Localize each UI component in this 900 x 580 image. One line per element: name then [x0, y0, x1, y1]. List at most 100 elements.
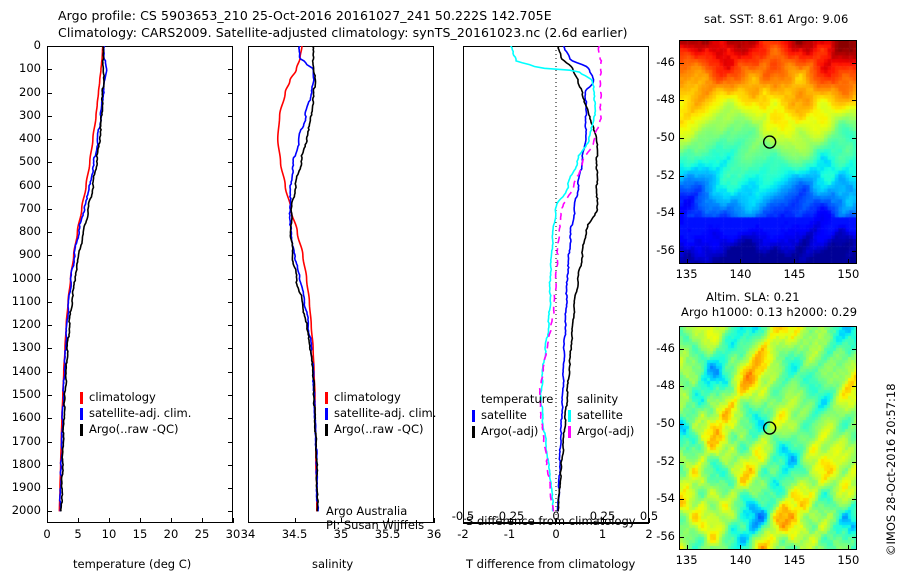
temperature-ytick-mark — [47, 511, 52, 513]
profile-curve — [538, 46, 603, 512]
map-sst-title: sat. SST: 8.61 Argo: 9.06 — [704, 12, 849, 26]
temperature-ytick-mark-right — [228, 115, 233, 117]
xtick-label: 25 — [194, 527, 210, 541]
xtick-mark — [434, 518, 435, 523]
map-xtick-label: 140 — [729, 553, 752, 567]
xtick-mark — [171, 518, 172, 523]
xtick-mark — [109, 518, 110, 523]
temperature-ytick-mark-right — [228, 46, 233, 47]
map-ytick-mark — [679, 62, 684, 64]
map-ytick-label: -56 — [656, 242, 675, 257]
difference-legend-label: satellite — [481, 408, 527, 422]
map-ytick-label: -46 — [656, 340, 675, 355]
temperature-ytick-mark — [47, 46, 52, 47]
map-xtick-mark — [686, 259, 688, 264]
xtick-mark — [341, 518, 342, 523]
temperature-ytick-label: 600 — [19, 177, 41, 192]
temperature-ytick-label: 2000 — [11, 503, 41, 518]
map-ytick-mark — [679, 348, 684, 350]
temperature-ytick-mark — [47, 92, 52, 94]
salinity-axis-label: salinity — [312, 557, 354, 571]
map-ytick-mark-right — [852, 175, 857, 177]
map-ytick-label: -48 — [656, 378, 675, 393]
map-xtick-mark — [794, 259, 796, 264]
panel-temperature[interactable] — [47, 46, 233, 523]
temperature-ytick-label: 800 — [19, 224, 41, 239]
temperature-ytick-label: 900 — [19, 247, 41, 262]
map-ytick-mark-right — [852, 213, 857, 215]
temperature-ytick-mark — [47, 325, 52, 327]
map-ytick-mark — [679, 499, 684, 501]
map-ytick-mark — [679, 386, 684, 388]
temperature-axis-label: temperature (deg C) — [73, 557, 192, 571]
temperature-ytick-mark — [47, 464, 52, 466]
difference-salinity-xtick-label: -0.5 — [451, 509, 475, 523]
temperature-ytick-mark-right — [228, 162, 233, 164]
temperature-ytick-mark — [47, 255, 52, 257]
difference-legend-group-title: temperature — [481, 392, 554, 406]
map-sla-title-line1: Altim. SLA: 0.21 — [706, 290, 800, 304]
profile-curve — [510, 46, 597, 512]
temperature-ytick-mark-right — [228, 511, 233, 513]
xtick-label: 34.5 — [281, 527, 308, 541]
map-ytick-mark-right — [852, 137, 857, 139]
temperature-ytick-mark-right — [228, 69, 233, 71]
temperature-ytick-mark-right — [228, 441, 233, 443]
temperature-ytick-label: 1300 — [11, 340, 41, 355]
difference-legend-label: Argo(-adj) — [481, 424, 539, 438]
xtick-mark — [248, 518, 249, 523]
map-sla-image[interactable] — [679, 326, 857, 550]
temperature-ytick-mark — [47, 488, 52, 490]
map-ytick-mark-right — [852, 250, 857, 252]
difference-legend-label: Argo(-adj) — [577, 424, 635, 438]
temperature-ytick-mark — [47, 185, 52, 187]
profile-curve — [289, 46, 319, 512]
xtick-mark — [202, 518, 203, 523]
temperature-ytick-mark-right — [228, 418, 233, 420]
map-ytick-mark — [679, 175, 684, 177]
map-ytick-mark — [679, 423, 684, 425]
map-ytick-mark-right — [852, 461, 857, 463]
map-ytick-label: -48 — [656, 92, 675, 107]
map-ytick-mark — [679, 137, 684, 139]
temperature-ytick-mark-right — [228, 278, 233, 280]
temperature-ytick-label: 1900 — [11, 480, 41, 495]
temperature-ytick-mark — [47, 301, 52, 303]
map-xtick-label: 150 — [837, 267, 860, 281]
copyright-text: ©IMOS 28-Oct-2016 20:57:18 — [884, 383, 898, 556]
map-ytick-mark-right — [852, 536, 857, 538]
difference-salinity-xtick-label: 0.25 — [589, 509, 616, 523]
map-ytick-label: -50 — [656, 129, 675, 144]
map-ytick-mark-right — [852, 62, 857, 64]
xtick-label: 2 — [645, 527, 653, 541]
map-sla-title-line2: Argo h1000: 0.13 h2000: 0.29 — [681, 305, 858, 319]
temperature-ytick-mark-right — [228, 185, 233, 187]
temperature-ytick-mark — [47, 371, 52, 373]
map-xtick-label: 140 — [729, 267, 752, 281]
difference-legend-label: satellite — [577, 408, 623, 422]
temperature-ytick-mark — [47, 208, 52, 210]
map-ytick-label: -50 — [656, 415, 675, 430]
xtick-label: 10 — [101, 527, 117, 541]
temperature-ytick-mark — [47, 348, 52, 350]
xtick-mark — [294, 518, 296, 523]
map-xtick-label: 150 — [837, 553, 860, 567]
map-xtick-label: 135 — [675, 553, 698, 567]
xtick-label: 1 — [598, 527, 607, 541]
temperature-ytick-mark-right — [228, 232, 233, 234]
map-sst-image[interactable] — [679, 40, 857, 264]
xtick-mark — [509, 518, 511, 523]
map-ytick-label: -56 — [656, 528, 675, 543]
temperature-ytick-mark — [47, 418, 52, 420]
temperature-ytick-mark-right — [228, 301, 233, 303]
temperature-ytick-mark-right — [228, 255, 233, 257]
salinity-legend-label: Argo(..raw -QC) — [334, 422, 424, 436]
map-xtick-label: 145 — [783, 553, 806, 567]
temperature-ytick-mark-right — [228, 464, 233, 466]
temperature-ytick-label: 1700 — [11, 433, 41, 448]
temperature-ytick-mark — [47, 115, 52, 117]
difference-legend-swatch — [472, 410, 475, 422]
credit-institution: Argo Australia — [326, 504, 408, 518]
profile-curve — [59, 46, 105, 512]
temperature-ytick-label: 300 — [19, 107, 41, 122]
